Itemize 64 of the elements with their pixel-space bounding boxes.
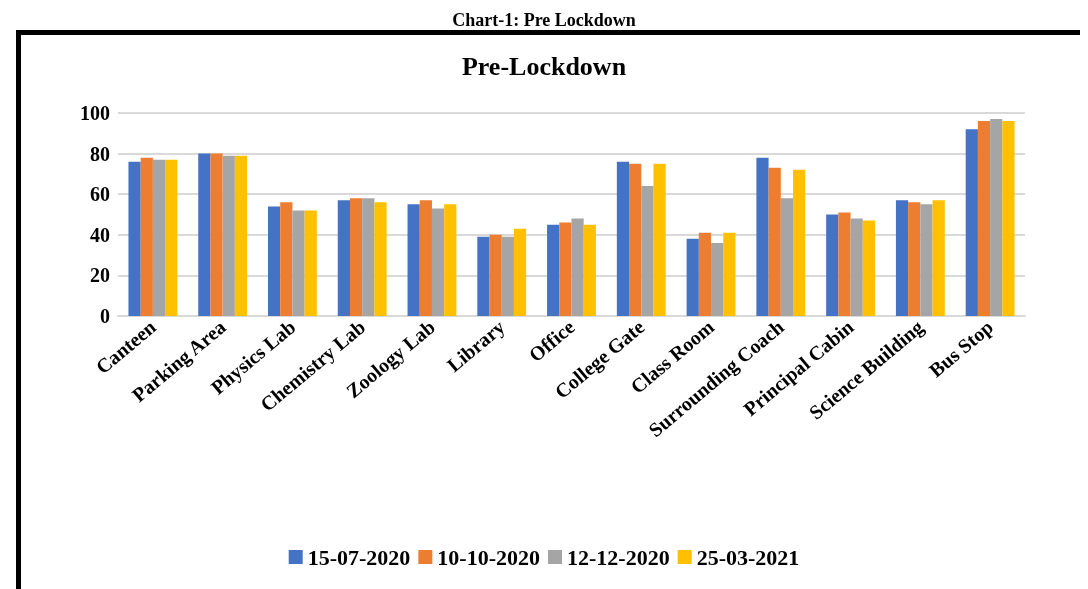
bar bbox=[349, 198, 363, 316]
bar bbox=[723, 232, 736, 316]
bar bbox=[895, 200, 909, 316]
bar bbox=[374, 202, 387, 316]
bar bbox=[304, 210, 317, 316]
bar bbox=[210, 153, 223, 316]
bar bbox=[444, 204, 457, 316]
bar bbox=[711, 242, 724, 316]
bar bbox=[571, 218, 584, 316]
bar bbox=[292, 210, 305, 316]
bar bbox=[547, 224, 560, 316]
bar bbox=[152, 159, 166, 316]
bar bbox=[198, 153, 211, 316]
bar bbox=[686, 238, 699, 316]
bar bbox=[826, 214, 839, 316]
bar bbox=[641, 186, 654, 316]
bar bbox=[908, 202, 921, 316]
y-tick-label: 80 bbox=[90, 142, 110, 165]
bar bbox=[932, 200, 945, 316]
bar bbox=[501, 236, 514, 316]
legend-label: 15-07-2020 bbox=[307, 544, 411, 570]
bar bbox=[234, 155, 248, 316]
bar bbox=[768, 167, 781, 316]
bar bbox=[165, 159, 178, 316]
y-tick-label: 60 bbox=[90, 183, 110, 206]
bar bbox=[1002, 121, 1015, 316]
bar bbox=[583, 224, 596, 316]
legend-label: 12-12-2020 bbox=[567, 544, 670, 570]
bar bbox=[140, 157, 153, 316]
legend-label: 10-10-2020 bbox=[437, 544, 540, 570]
bar bbox=[128, 161, 141, 316]
bar bbox=[616, 161, 630, 316]
bar bbox=[477, 236, 490, 316]
bar bbox=[407, 204, 420, 316]
bar bbox=[838, 212, 851, 316]
bar bbox=[977, 121, 991, 316]
bar bbox=[337, 200, 350, 316]
bar bbox=[990, 119, 1003, 316]
bar bbox=[780, 198, 794, 316]
bar bbox=[431, 208, 445, 316]
bar bbox=[653, 163, 666, 316]
bar bbox=[419, 200, 432, 316]
bar bbox=[862, 220, 875, 316]
bar bbox=[756, 157, 769, 316]
bar bbox=[965, 129, 978, 316]
bar bbox=[920, 204, 933, 316]
y-tick-label: 100 bbox=[80, 102, 110, 124]
bar bbox=[793, 169, 806, 316]
bar bbox=[489, 234, 502, 316]
y-tick-label: 20 bbox=[90, 264, 110, 287]
bar bbox=[268, 206, 281, 316]
y-tick-label: 0 bbox=[100, 305, 110, 327]
y-tick-label: 40 bbox=[90, 223, 110, 246]
bar bbox=[629, 163, 642, 316]
bar bbox=[222, 155, 235, 316]
bar bbox=[559, 222, 572, 316]
bar bbox=[698, 232, 712, 316]
chart-title: Chart-1: Pre Lockdown bbox=[452, 10, 636, 30]
bar bbox=[280, 202, 293, 316]
bar bbox=[850, 218, 863, 316]
legend-label: 25-03-2021 bbox=[696, 544, 800, 570]
bar bbox=[513, 228, 527, 316]
chart-subtitle: Pre-Lockdown bbox=[461, 51, 627, 81]
bar bbox=[362, 198, 375, 316]
